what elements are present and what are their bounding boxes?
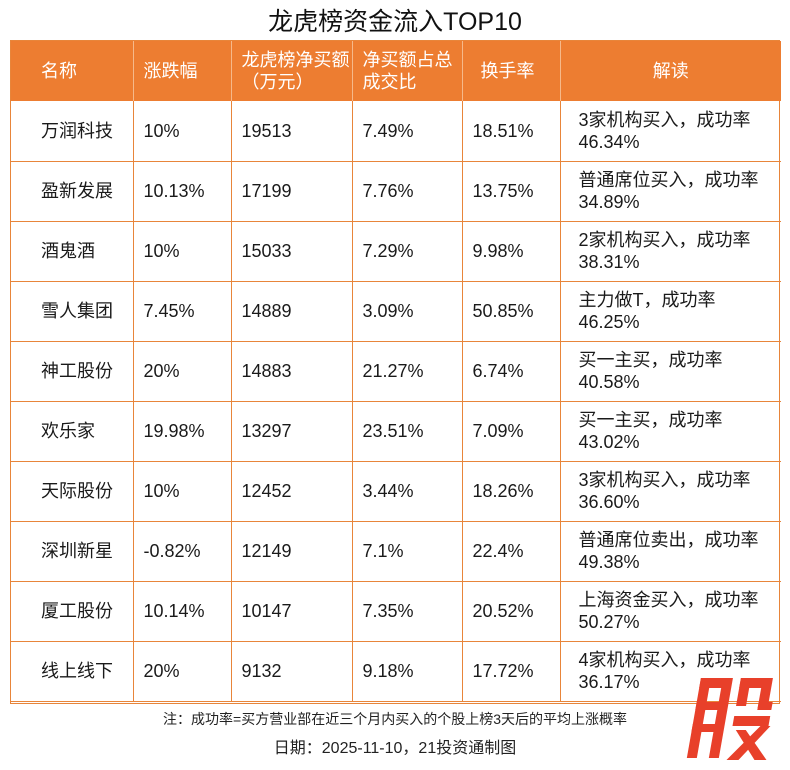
cell-turnover: 6.74% bbox=[462, 341, 561, 402]
table-row: 盈新发展 10.13% 17199 7.76% 13.75% 普通席位买入，成功率34.8… bbox=[11, 161, 781, 222]
column-header-change: 涨跌幅 bbox=[133, 41, 232, 101]
cell-net-buy: 12452 bbox=[231, 461, 353, 522]
cell-note: 普通席位买入，成功率34.89% bbox=[560, 161, 781, 222]
cell-change: 19.98% bbox=[133, 401, 232, 462]
cell-net-buy: 12149 bbox=[231, 521, 353, 582]
cell-note: 主力做T，成功率46.25% bbox=[560, 281, 781, 342]
table-row: 雪人集团 7.45% 14889 3.09% 50.85% 主力做T，成功率46.25% bbox=[11, 281, 781, 342]
cell-change: 10% bbox=[133, 461, 232, 522]
cell-change: 20% bbox=[133, 641, 232, 702]
table-header-row: 名称 涨跌幅 龙虎榜净买额（万元） 净买额占总成交比 换手率 解读 bbox=[11, 41, 781, 101]
cell-turnover: 50.85% bbox=[462, 281, 561, 342]
cell-change: 10% bbox=[133, 101, 232, 162]
cell-net-buy-ratio: 23.51% bbox=[352, 401, 463, 462]
cell-note: 2家机构买入，成功率38.31% bbox=[560, 221, 781, 282]
table-row: 神工股份 20% 14883 21.27% 6.74% 买一主买，成功率40.58% bbox=[11, 341, 781, 402]
cell-name: 线上线下 bbox=[11, 641, 134, 702]
cell-net-buy: 14889 bbox=[231, 281, 353, 342]
data-table: 名称 涨跌幅 龙虎榜净买额（万元） 净买额占总成交比 换手率 解读 万润科技 10… bbox=[11, 41, 781, 702]
footnote: 注：成功率=买方营业部在近三个月内买入的个股上榜3天后的平均上涨概率 bbox=[163, 711, 627, 727]
cell-note: 3家机构买入，成功率36.60% bbox=[560, 461, 781, 522]
date-credit: 日期：2025-11-10，21投资通制图 bbox=[273, 740, 517, 757]
cell-name: 天际股份 bbox=[11, 461, 134, 522]
cell-turnover: 9.98% bbox=[462, 221, 561, 282]
column-header-note: 解读 bbox=[560, 41, 781, 101]
column-header-net-buy-ratio: 净买额占总成交比 bbox=[352, 41, 463, 101]
cell-note: 上海资金买入，成功率50.27% bbox=[560, 581, 781, 642]
table-row: 欢乐家 19.98% 13297 23.51% 7.09% 买一主买，成功率43.02% bbox=[11, 401, 781, 462]
cell-net-buy: 14883 bbox=[231, 341, 353, 402]
cell-net-buy: 10147 bbox=[231, 581, 353, 642]
cell-name: 雪人集团 bbox=[11, 281, 134, 342]
table-body: 万润科技 10% 19513 7.49% 18.51% 3家机构买入，成功率46.34% 盈… bbox=[11, 101, 781, 702]
stock-logo-stamp bbox=[686, 678, 773, 760]
cell-net-buy-ratio: 21.27% bbox=[352, 341, 463, 402]
cell-change: 7.45% bbox=[133, 281, 232, 342]
cell-note: 买一主买，成功率40.58% bbox=[560, 341, 781, 402]
table-row: 酒鬼酒 10% 15033 7.29% 9.98% 2家机构买入，成功率38.31% bbox=[11, 221, 781, 282]
cell-net-buy-ratio: 7.1% bbox=[352, 521, 463, 582]
cell-name: 万润科技 bbox=[11, 101, 134, 162]
cell-net-buy: 19513 bbox=[231, 101, 353, 162]
cell-change: 20% bbox=[133, 341, 232, 402]
cell-net-buy: 15033 bbox=[231, 221, 353, 282]
table-row: 线上线下 20% 9132 9.18% 17.72% 4家机构买入，成功率36.17% bbox=[11, 641, 781, 702]
cell-turnover: 17.72% bbox=[462, 641, 561, 702]
cell-change: 10.14% bbox=[133, 581, 232, 642]
cell-net-buy-ratio: 7.35% bbox=[352, 581, 463, 642]
table-row: 万润科技 10% 19513 7.49% 18.51% 3家机构买入，成功率46.34% bbox=[11, 101, 781, 162]
cell-name: 深圳新星 bbox=[11, 521, 134, 582]
column-header-name: 名称 bbox=[11, 41, 134, 101]
cell-name: 神工股份 bbox=[11, 341, 134, 402]
cell-change: 10% bbox=[133, 221, 232, 282]
cell-turnover: 7.09% bbox=[462, 401, 561, 462]
cell-net-buy: 17199 bbox=[231, 161, 353, 222]
cell-net-buy: 9132 bbox=[231, 641, 353, 702]
cell-note: 3家机构买入，成功率46.34% bbox=[560, 101, 781, 162]
cell-name: 酒鬼酒 bbox=[11, 221, 134, 282]
cell-turnover: 18.51% bbox=[462, 101, 561, 162]
cell-name: 盈新发展 bbox=[11, 161, 134, 222]
column-header-turnover: 换手率 bbox=[462, 41, 561, 101]
cell-turnover: 20.52% bbox=[462, 581, 561, 642]
cell-turnover: 22.4% bbox=[462, 521, 561, 582]
cell-net-buy-ratio: 7.29% bbox=[352, 221, 463, 282]
column-header-net-buy: 龙虎榜净买额（万元） bbox=[231, 41, 353, 101]
cell-note: 买一主买，成功率43.02% bbox=[560, 401, 781, 462]
cell-turnover: 18.26% bbox=[462, 461, 561, 522]
page-title: 龙虎榜资金流入TOP10 bbox=[268, 8, 522, 36]
cell-net-buy-ratio: 3.44% bbox=[352, 461, 463, 522]
cell-net-buy-ratio: 3.09% bbox=[352, 281, 463, 342]
cell-change: -0.82% bbox=[133, 521, 232, 582]
table-row: 深圳新星 -0.82% 12149 7.1% 22.4% 普通席位卖出，成功率49.38% bbox=[11, 521, 781, 582]
cell-net-buy: 13297 bbox=[231, 401, 353, 462]
cell-change: 10.13% bbox=[133, 161, 232, 222]
table-row: 天际股份 10% 12452 3.44% 18.26% 3家机构买入，成功率36.60% bbox=[11, 461, 781, 522]
cell-net-buy-ratio: 7.49% bbox=[352, 101, 463, 162]
cell-net-buy-ratio: 7.76% bbox=[352, 161, 463, 222]
cell-name: 欢乐家 bbox=[11, 401, 134, 462]
data-table-container: 名称 涨跌幅 龙虎榜净买额（万元） 净买额占总成交比 换手率 解读 万润科技 10… bbox=[10, 40, 781, 704]
cell-turnover: 13.75% bbox=[462, 161, 561, 222]
table-row: 厦工股份 10.14% 10147 7.35% 20.52% 上海资金买入，成功率50.2… bbox=[11, 581, 781, 642]
cell-net-buy-ratio: 9.18% bbox=[352, 641, 463, 702]
cell-note: 普通席位卖出，成功率49.38% bbox=[560, 521, 781, 582]
cell-name: 厦工股份 bbox=[11, 581, 134, 642]
